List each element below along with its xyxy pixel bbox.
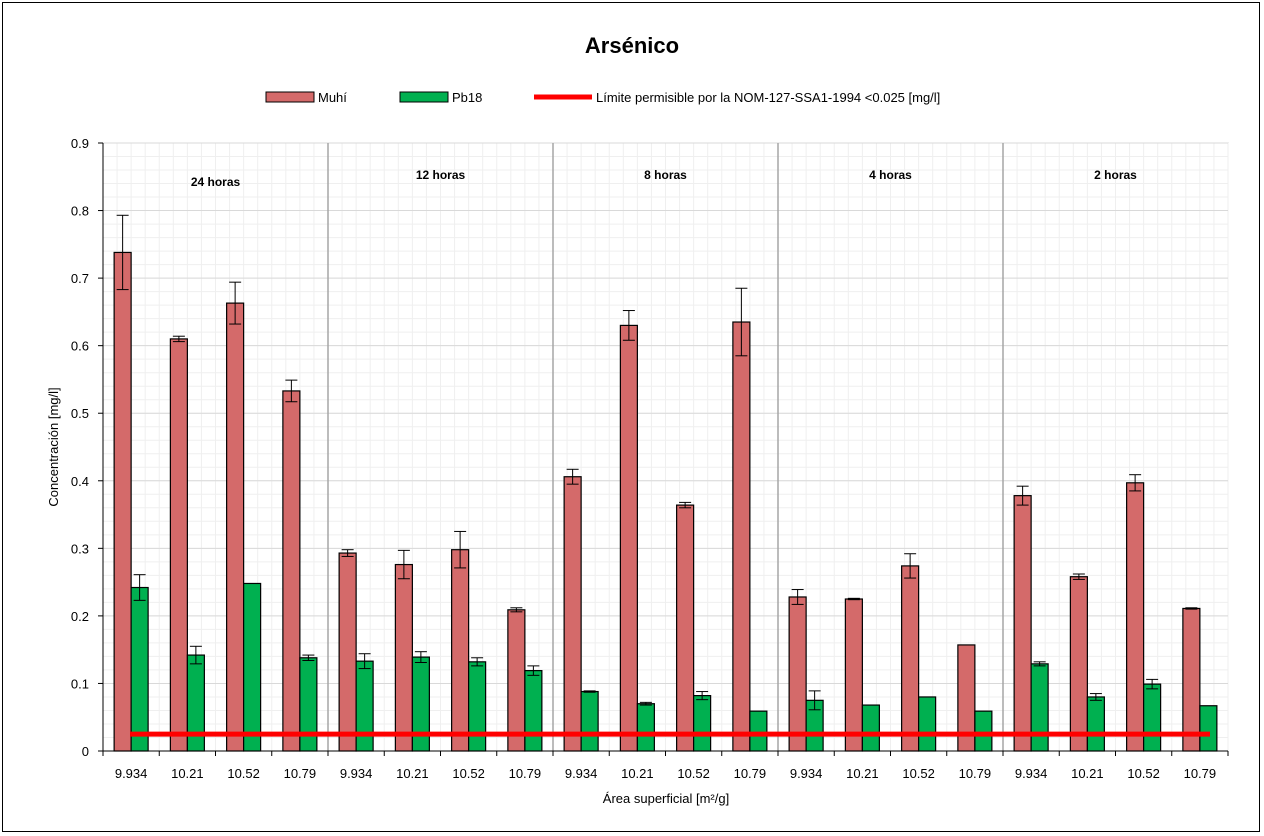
bar-muhi [1013, 495, 1032, 752]
x-tick-label: 10.21 [396, 766, 429, 781]
legend-label-limit: Límite permisible por la NOM-127-SSA1-19… [596, 90, 940, 105]
x-tick-label: 10.21 [846, 766, 879, 781]
bar-muhi [732, 321, 751, 752]
bar-muhi [451, 549, 470, 752]
legend-swatch-pb18 [399, 91, 449, 103]
group-label: 4 horas [869, 168, 912, 182]
bar-pb18 [1143, 683, 1162, 752]
x-tick-label: 10.52 [452, 766, 485, 781]
x-tick-label: 10.79 [1184, 766, 1217, 781]
bar-pb18 [524, 670, 543, 752]
group-labels: 24 horas 12 horas 8 horas 4 horas 2 horas [191, 168, 1137, 189]
x-tick-label: 10.21 [1071, 766, 1104, 781]
y-tick-label: 0.7 [71, 271, 89, 286]
group-dividers [327, 143, 1004, 751]
x-tick-label: 10.52 [902, 766, 935, 781]
bar-muhi [507, 609, 526, 752]
legend-label-pb18: Pb18 [452, 90, 482, 105]
bar-muhi [1182, 607, 1201, 752]
legend-label-muhi: Muhí [318, 90, 347, 105]
bar-pb18 [1030, 663, 1049, 752]
bar-pb18 [243, 582, 262, 752]
x-tick-label: 10.21 [171, 766, 204, 781]
y-tick-label: 0.1 [71, 676, 89, 691]
bar-pb18 [130, 586, 149, 752]
y-axis: 0 0.1 0.2 0.3 0.4 0.5 0.6 0.7 0.8 0.9 [71, 136, 104, 759]
y-tick-label: 0.8 [71, 204, 89, 219]
bar-pb18 [299, 657, 318, 752]
y-tick-label: 0.3 [71, 541, 89, 556]
bar-pb18 [468, 661, 487, 752]
y-tick-label: 0.2 [71, 609, 89, 624]
x-tick-label: 10.52 [677, 766, 710, 781]
bar-pb18 [693, 695, 712, 752]
group-label: 24 horas [191, 175, 241, 189]
plot-area: 24 horas 12 horas 8 horas 4 horas 2 horas [102, 142, 1229, 752]
error-bars [116, 214, 1198, 711]
bar-muhi [619, 324, 638, 752]
bar-pb18 [411, 656, 430, 752]
y-axis-label: Concentración [mg/l] [46, 387, 61, 506]
x-tick-label: 10.52 [227, 766, 260, 781]
bar-muhi [901, 565, 920, 752]
bar-muhi [338, 552, 357, 752]
x-axis: 9.934 10.21 10.52 10.79 9.934 10.21 10.52 10.79… [102, 750, 1229, 781]
bar-muhi [1069, 576, 1088, 752]
group-label: 2 horas [1094, 168, 1137, 182]
minor-grid [102, 142, 1229, 752]
y-tick-label: 0.5 [71, 406, 89, 421]
bar-pb18 [918, 696, 937, 752]
y-tick-label: 0.9 [71, 136, 89, 151]
legend: Muhí Pb18 Límite permisible por la NOM-1… [265, 90, 940, 105]
x-tick-label: 10.21 [621, 766, 654, 781]
chart-title: Arsénico [585, 33, 679, 58]
x-tick-label: 10.79 [959, 766, 992, 781]
group-label: 12 horas [416, 168, 466, 182]
x-tick-label: 9.934 [340, 766, 373, 781]
y-tick-label: 0.6 [71, 339, 89, 354]
x-tick-label: 10.79 [734, 766, 767, 781]
bar-muhi [676, 504, 695, 752]
y-tick-label: 0.4 [71, 474, 89, 489]
legend-swatch-muhi [265, 91, 315, 103]
bar-muhi [226, 302, 245, 752]
bar-muhi [113, 251, 132, 752]
bar-pb18 [636, 703, 655, 752]
bar-muhi [1126, 482, 1145, 752]
bar-muhi [563, 476, 582, 752]
bar-muhi [169, 338, 188, 752]
bar-muhi [788, 596, 807, 752]
bars [113, 251, 1218, 752]
x-tick-label: 10.79 [284, 766, 317, 781]
x-tick-label: 9.934 [1015, 766, 1048, 781]
x-axis-label: Área superficial [m²/g] [603, 791, 729, 806]
bar-muhi [844, 598, 863, 752]
bar-pb18 [355, 660, 374, 752]
bar-muhi [394, 563, 413, 752]
x-tick-label: 9.934 [790, 766, 823, 781]
bar-pb18 [749, 710, 768, 752]
x-tick-label: 9.934 [115, 766, 148, 781]
group-label: 8 horas [644, 168, 687, 182]
x-tick-label: 9.934 [565, 766, 598, 781]
bar-pb18 [580, 690, 599, 752]
bar-pb18 [974, 710, 993, 752]
bar-pb18 [1086, 696, 1105, 752]
x-tick-label: 10.52 [1127, 766, 1160, 781]
bar-muhi [282, 390, 301, 752]
bar-pb18 [1199, 705, 1218, 752]
x-tick-label: 10.79 [509, 766, 542, 781]
bar-pb18 [861, 704, 880, 752]
y-tick-label: 0 [82, 744, 89, 759]
